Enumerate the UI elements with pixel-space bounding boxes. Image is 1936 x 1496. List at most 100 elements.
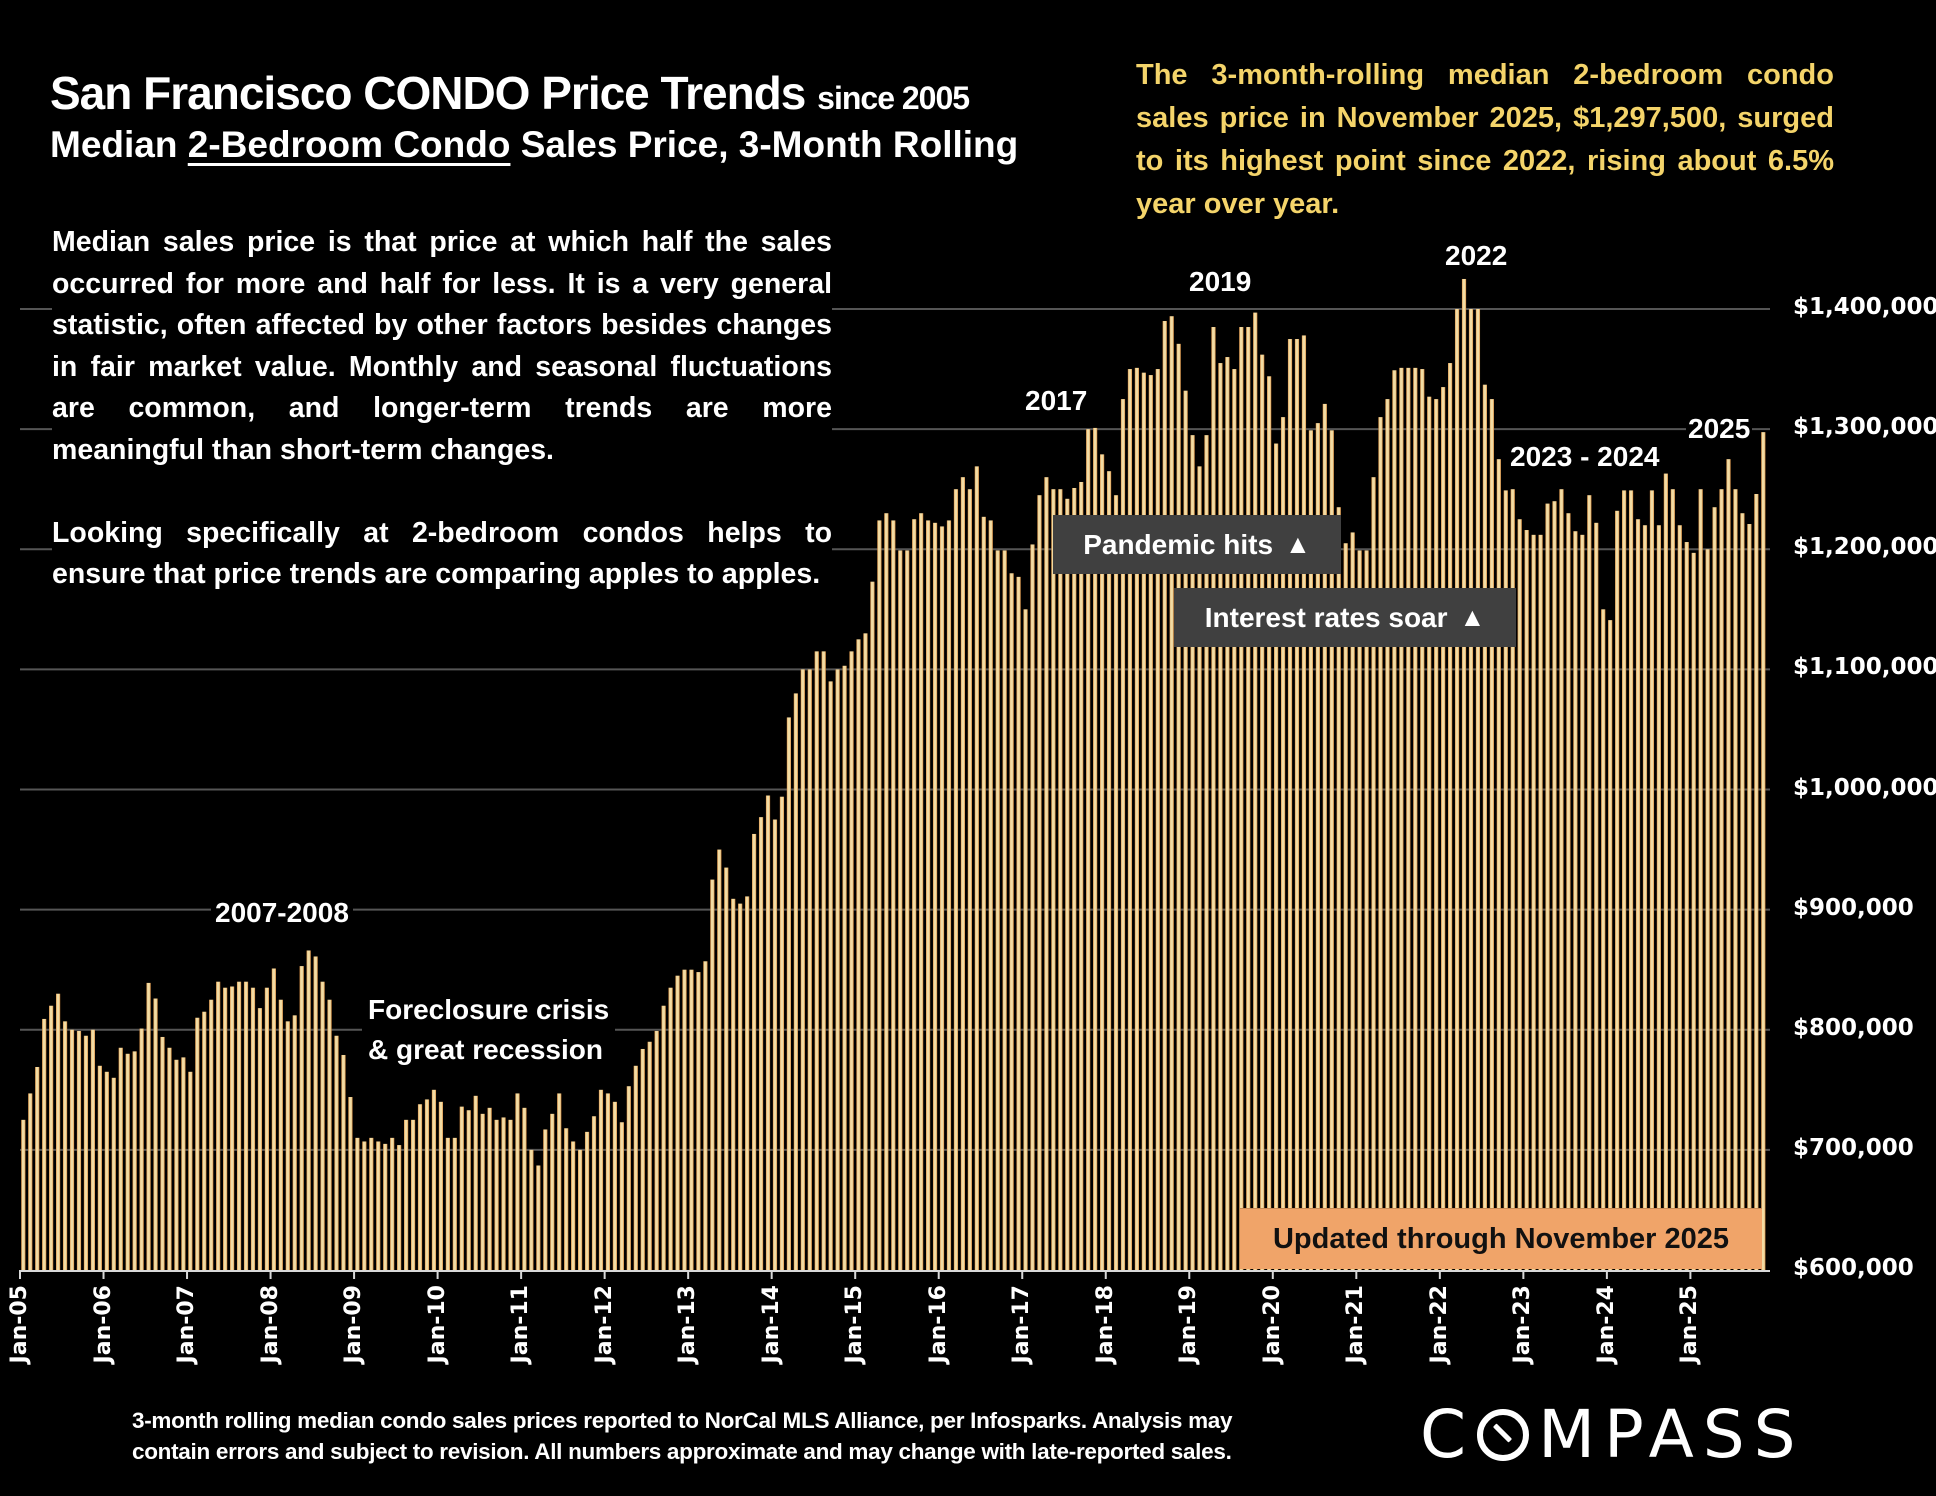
bar xyxy=(104,1071,109,1270)
subtitle-suffix: Sales Price, 3-Month Rolling xyxy=(510,124,1019,165)
x-tick-label: Jan-24 xyxy=(1593,1285,1619,1364)
bar xyxy=(1016,576,1021,1270)
bar xyxy=(76,1030,82,1270)
bar xyxy=(1601,609,1606,1270)
bar xyxy=(772,819,778,1270)
bar xyxy=(292,1015,297,1270)
bar xyxy=(1406,367,1411,1270)
bar xyxy=(487,1107,492,1270)
y-tick-label: $1,000,000 xyxy=(1793,774,1936,801)
annotation-2022: 2022 xyxy=(1441,240,1512,272)
bar xyxy=(236,981,242,1270)
bar xyxy=(981,516,986,1270)
y-tick-label: $1,200,000 xyxy=(1793,534,1936,561)
bar xyxy=(529,1149,534,1271)
bar xyxy=(939,526,945,1270)
bar xyxy=(946,520,952,1270)
bar xyxy=(960,477,965,1270)
bar xyxy=(1350,532,1355,1270)
annotation-2007-2008: 2007-2008 xyxy=(211,897,353,929)
bar xyxy=(1322,403,1327,1270)
bar xyxy=(1649,490,1655,1270)
bar xyxy=(480,1113,485,1270)
bar xyxy=(257,1008,263,1270)
bar xyxy=(62,1021,68,1270)
bar xyxy=(223,987,228,1270)
bar xyxy=(1510,489,1515,1270)
bar xyxy=(264,987,269,1270)
bar xyxy=(898,550,903,1270)
title-main: San Francisco CONDO Price Trends xyxy=(50,67,806,119)
annotation-pandemic-label: Pandemic hits xyxy=(1083,528,1274,560)
bar xyxy=(626,1086,631,1270)
logo-letters: MPASS xyxy=(1538,1396,1805,1473)
bar xyxy=(578,1149,583,1271)
bar xyxy=(299,966,304,1270)
x-tick-label: Jan-06 xyxy=(90,1285,116,1364)
bar xyxy=(605,1093,611,1270)
annotation-rates-box: Interest rates soar ▲ xyxy=(1174,588,1516,647)
bar xyxy=(995,550,1000,1270)
subtitle-underlined: 2-Bedroom Condo xyxy=(187,124,511,165)
bar xyxy=(1336,507,1341,1271)
bar xyxy=(1392,370,1397,1270)
bar xyxy=(42,1018,47,1270)
bar xyxy=(473,1095,478,1270)
bar xyxy=(424,1099,430,1270)
bar xyxy=(1441,387,1446,1271)
bar xyxy=(1030,544,1035,1270)
x-tick-label: Jan-21 xyxy=(1343,1285,1369,1364)
bar xyxy=(501,1117,506,1270)
bar xyxy=(1712,507,1717,1271)
bar xyxy=(1587,495,1592,1270)
bar xyxy=(250,987,256,1270)
bar xyxy=(1260,354,1265,1270)
bar xyxy=(1072,487,1077,1270)
bar xyxy=(341,1054,346,1270)
bar xyxy=(271,968,276,1270)
bar xyxy=(522,1107,527,1270)
bar xyxy=(1691,552,1696,1270)
x-tick-label: Jan-10 xyxy=(424,1285,450,1364)
bar xyxy=(1211,327,1216,1270)
annotation-rates-label: Interest rates soar xyxy=(1204,601,1448,633)
bar xyxy=(926,520,931,1270)
bar xyxy=(717,849,722,1270)
x-tick-label: Jan-20 xyxy=(1259,1285,1285,1364)
bar xyxy=(1148,375,1153,1270)
bars xyxy=(21,278,1766,1271)
bar xyxy=(1378,417,1383,1270)
bar xyxy=(779,796,785,1270)
bar xyxy=(28,1093,33,1270)
y-tick-label: $1,100,000 xyxy=(1793,654,1936,681)
up-triangle-icon: ▲ xyxy=(1459,602,1486,632)
bar xyxy=(1615,510,1620,1270)
bar xyxy=(1253,312,1258,1271)
bar xyxy=(1065,498,1070,1270)
bar xyxy=(1482,384,1487,1270)
bar xyxy=(1218,363,1223,1270)
bar xyxy=(1489,399,1494,1271)
bar xyxy=(640,1048,645,1270)
bar xyxy=(1120,399,1126,1271)
y-tick-label: $1,400,000 xyxy=(1793,294,1936,320)
footnote-line2: contain errors and subject to revision. … xyxy=(132,1439,1232,1464)
bar xyxy=(1635,519,1641,1270)
bar xyxy=(1106,471,1112,1270)
x-tick-label: Jan-22 xyxy=(1426,1285,1452,1364)
bar xyxy=(1642,525,1648,1270)
bar xyxy=(814,651,819,1270)
bar xyxy=(800,669,805,1271)
annotation-2025: 2025 xyxy=(1686,413,1753,445)
compass-o-icon xyxy=(1477,1408,1530,1461)
bar xyxy=(1176,343,1181,1271)
bar xyxy=(334,1035,339,1270)
bar xyxy=(216,981,221,1270)
bar xyxy=(1531,534,1536,1270)
bar xyxy=(536,1165,541,1270)
y-tick-label: $800,000 xyxy=(1793,1014,1914,1041)
bar xyxy=(90,1029,95,1270)
bar xyxy=(410,1119,416,1270)
bar xyxy=(1573,531,1578,1270)
